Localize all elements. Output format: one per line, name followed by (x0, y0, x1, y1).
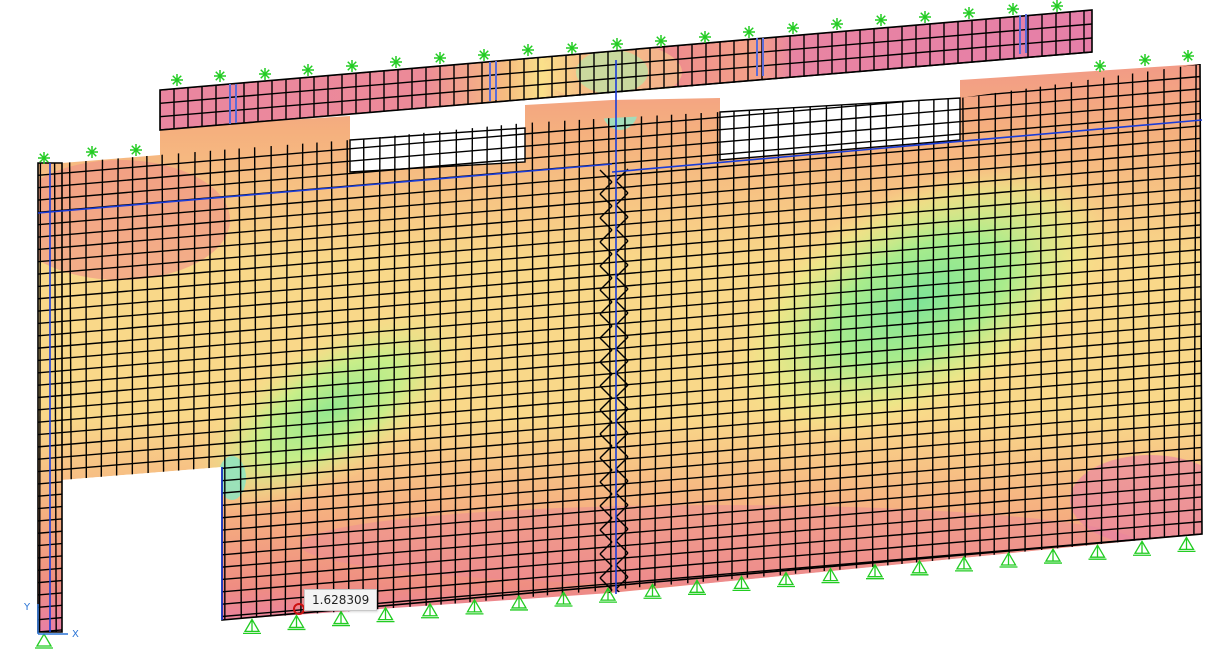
pin-support-icon (1177, 536, 1196, 553)
pin-support-icon (955, 555, 973, 572)
contour-low-zone-right (727, 161, 1113, 439)
pin-support-icon (599, 586, 617, 603)
wall-gap-left (62, 467, 222, 669)
probe-value-tooltip: 1.628309 (304, 589, 378, 611)
pin-support-icon (1007, 3, 1019, 15)
pin-support-icon (743, 26, 755, 38)
beam-mid-zone (542, 42, 682, 102)
pin-support-icon (1133, 539, 1151, 556)
beam-joint-markers (229, 14, 1027, 124)
wall-shell[interactable] (10, 60, 1221, 669)
joint-restraints-top (38, 0, 1194, 164)
joint-restraints-base (35, 536, 1196, 649)
pin-support-icon (390, 56, 402, 68)
pin-support-icon (1044, 547, 1062, 564)
pin-support-icon (478, 49, 490, 61)
pin-support-icon (434, 52, 446, 64)
pin-support-icon (38, 152, 50, 164)
pin-support-icon (875, 14, 887, 26)
opening-outline-left (349, 127, 526, 173)
pin-support-icon (302, 64, 314, 76)
pin-support-icon (999, 551, 1018, 568)
pin-support-icon (287, 614, 306, 631)
pin-support-icon (611, 38, 623, 50)
pin-support-icon (655, 35, 667, 47)
pin-support-icon (831, 18, 843, 30)
axis-triad: Y X (23, 602, 79, 640)
pin-support-icon (777, 571, 795, 588)
pin-support-icon (35, 632, 53, 649)
pin-support-icon (566, 42, 578, 54)
pin-support-icon (465, 598, 484, 615)
pin-support-icon (376, 606, 395, 623)
pin-support-icon (821, 567, 840, 584)
pin-support-icon (787, 22, 799, 34)
pin-support-icon (332, 610, 350, 627)
pin-support-icon (919, 11, 931, 23)
pin-support-icon (522, 44, 534, 56)
pin-support-icon (866, 563, 884, 580)
pin-support-icon (243, 618, 261, 635)
pin-support-icon (554, 590, 573, 607)
pin-support-icon (643, 582, 662, 599)
pin-support-icon (171, 74, 183, 86)
pin-support-icon (346, 60, 358, 72)
pin-support-icon (510, 594, 528, 611)
pin-support-icon (963, 7, 975, 19)
triad-x-label: X (72, 629, 79, 640)
triad-y-label: Y (23, 602, 31, 613)
pin-support-icon (214, 70, 226, 82)
pin-support-icon (1182, 50, 1194, 62)
opening-outline-right (719, 97, 961, 161)
pin-support-icon (1139, 54, 1151, 66)
beam-outline (159, 9, 1093, 131)
pin-support-icon (1094, 60, 1106, 72)
frame-line-top-left[interactable] (37, 163, 613, 214)
frame-elements[interactable] (37, 60, 1203, 632)
pin-support-icon (86, 146, 98, 158)
wall-opening-left (350, 128, 525, 172)
pin-support-icon (910, 559, 929, 576)
pin-support-icon (1051, 0, 1063, 12)
pin-support-icon (421, 602, 439, 619)
pin-support-icon (130, 144, 142, 156)
frame-line-top-right[interactable] (611, 119, 1203, 173)
pin-support-icon (259, 68, 271, 80)
top-beam-shell[interactable] (159, 9, 1093, 132)
pin-support-icon (688, 579, 706, 595)
pin-support-icon (699, 31, 711, 43)
pin-support-icon (1088, 543, 1107, 560)
pin-support-icon (732, 575, 751, 592)
